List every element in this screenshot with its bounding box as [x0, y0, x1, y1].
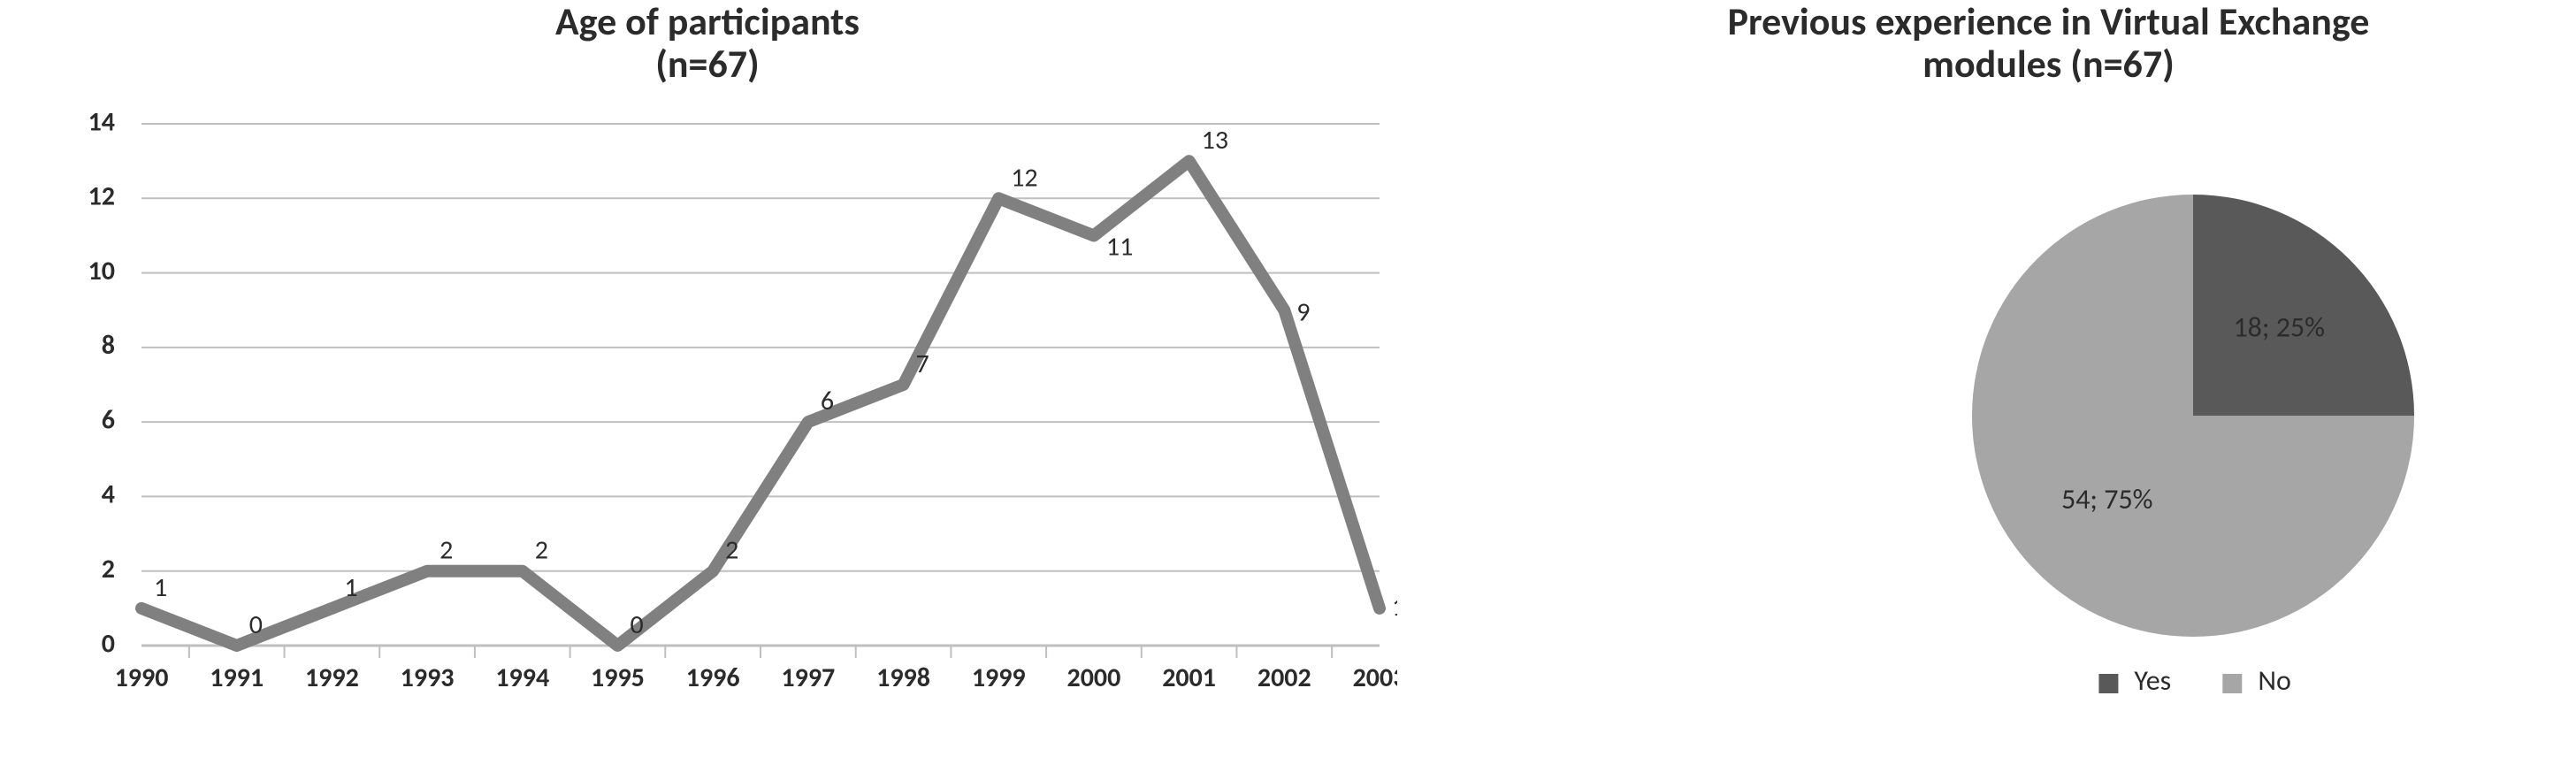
pie-slice-yes	[2193, 195, 2414, 416]
data-label: 0	[630, 608, 643, 641]
line-chart-title: Age of participants (n=67)	[0, 0, 1415, 86]
data-label: 12	[1011, 161, 1037, 194]
x-tick-label: 2001	[1162, 661, 1216, 694]
data-label: 6	[821, 385, 834, 417]
y-tick-label: 12	[88, 180, 115, 213]
x-tick-label: 2003	[1353, 661, 1397, 694]
data-label: 2	[440, 534, 453, 567]
data-label: 11	[1106, 230, 1133, 263]
pie-slice-label-yes: 18; 25%	[2233, 310, 2325, 344]
y-tick-label: 2	[102, 553, 115, 585]
pie-legend: Yes No	[2098, 663, 2290, 698]
x-tick-label: 2002	[1257, 661, 1311, 694]
data-label: 2	[535, 534, 548, 567]
data-label: 0	[249, 608, 263, 641]
data-label: 9	[1296, 296, 1310, 329]
legend-label-no: No	[2258, 663, 2291, 698]
legend-swatch-yes	[2098, 674, 2118, 693]
x-tick-label: 1994	[495, 661, 549, 694]
pie-slice-label-no: 54; 75%	[2061, 482, 2153, 516]
y-tick-label: 6	[102, 403, 115, 436]
x-tick-label: 1993	[401, 661, 455, 694]
legend-label-yes: Yes	[2134, 663, 2171, 698]
y-tick-label: 4	[102, 478, 115, 511]
pie-chart: 18; 25% 54; 75% Yes No	[1556, 106, 2538, 707]
y-tick-label: 10	[88, 255, 115, 287]
y-tick-label: 8	[102, 329, 115, 362]
x-tick-label: 1990	[115, 661, 169, 694]
x-tick-label: 1997	[781, 661, 835, 694]
data-label: 2	[725, 534, 738, 567]
y-tick-label: 14	[88, 106, 115, 138]
x-tick-label: 2000	[1067, 661, 1121, 694]
data-label: 1	[344, 571, 357, 604]
line-chart: 0246810121419901991199219931994199519961…	[44, 106, 1397, 707]
line-chart-svg: 0246810121419901991199219931994199519961…	[44, 106, 1397, 707]
x-tick-label: 1999	[972, 661, 1026, 694]
x-tick-label: 1998	[876, 661, 930, 694]
data-label: 1	[154, 571, 167, 604]
x-tick-label: 1992	[305, 661, 359, 694]
data-label: 1	[1392, 591, 1397, 623]
figure-stage: Age of participants (n=67) Previous expe…	[0, 0, 2576, 780]
legend-swatch-no	[2222, 674, 2242, 693]
x-tick-label: 1995	[591, 661, 645, 694]
x-tick-label: 1996	[686, 661, 740, 694]
data-label: 7	[916, 348, 929, 380]
pie-chart-title: Previous experience in Virtual Exchange …	[1521, 0, 2576, 86]
line-series	[141, 161, 1380, 646]
data-label: 13	[1202, 124, 1228, 157]
pie-chart-svg: 18; 25% 54; 75% Yes No	[1556, 106, 2538, 707]
y-tick-label: 0	[102, 627, 115, 660]
x-tick-label: 1991	[210, 661, 264, 694]
